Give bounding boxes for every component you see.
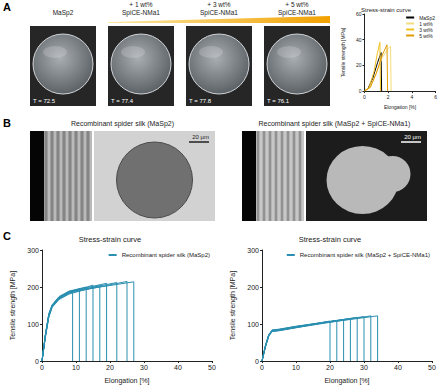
svg-text:+ 1 wt%: + 1 wt% [129,1,153,8]
svg-text:Recombinant spider silk (MaSp2: Recombinant spider silk (MaSp2 + SpiCE-N… [259,120,411,128]
svg-text:20: 20 [356,62,362,68]
svg-text:40: 40 [394,364,402,371]
svg-text:200: 200 [27,284,39,291]
svg-text:T = 77.4: T = 77.4 [111,98,134,104]
svg-text:200: 200 [247,284,259,291]
svg-text:40: 40 [174,364,182,371]
svg-text:2: 2 [387,94,390,100]
svg-text:+ 5 wt%: + 5 wt% [285,1,309,8]
svg-text:50: 50 [428,364,436,371]
svg-text:40: 40 [356,37,362,43]
svg-text:20: 20 [326,364,334,371]
svg-text:20 µm: 20 µm [404,134,421,140]
svg-text:Elongation [%]: Elongation [%] [104,377,149,385]
svg-text:Tensile strength [MPa]: Tensile strength [MPa] [229,271,237,340]
svg-text:100: 100 [247,321,259,328]
svg-text:Stress-strain curve: Stress-strain curve [299,235,362,244]
svg-text:4: 4 [411,94,414,100]
svg-text:Elongation [%]: Elongation [%] [384,104,417,110]
svg-text:0: 0 [359,88,362,94]
svg-text:SpiCE-NMa1: SpiCE-NMa1 [122,9,160,17]
svg-text:20: 20 [106,364,114,371]
svg-text:SpiCE-NMa1: SpiCE-NMa1 [278,9,316,17]
svg-text:Elongation [%]: Elongation [%] [324,377,369,385]
svg-text:3 wt%: 3 wt% [419,26,433,33]
svg-text:Recombinant spider silk (MaSp2: Recombinant spider silk (MaSp2) [122,252,210,258]
svg-text:+ 3 wt%: + 3 wt% [207,1,231,8]
svg-text:Tensile strength [MPa]: Tensile strength [MPa] [9,271,17,340]
svg-text:10: 10 [72,364,80,371]
svg-text:0: 0 [255,358,259,365]
svg-text:T = 72.5: T = 72.5 [33,98,56,104]
svg-text:Recombinant spider silk (MaSp2: Recombinant spider silk (MaSp2 + SpiCE-N… [300,252,430,258]
svg-text:60: 60 [355,11,362,17]
svg-text:MaSp2: MaSp2 [419,14,435,21]
svg-text:Stress-strain curve: Stress-strain curve [79,235,142,244]
svg-text:30: 30 [360,364,368,371]
svg-text:6: 6 [434,94,437,100]
svg-text:T = 77.8: T = 77.8 [189,98,212,104]
svg-text:300: 300 [27,247,39,254]
svg-text:300: 300 [247,247,259,254]
svg-text:0: 0 [40,364,44,371]
svg-text:Recombinant spider silk (MaSp2: Recombinant spider silk (MaSp2) [71,120,174,128]
svg-text:MaSp2: MaSp2 [53,9,74,17]
svg-text:30: 30 [140,364,148,371]
svg-text:5 wt%: 5 wt% [419,33,433,39]
svg-text:20 µm: 20 µm [192,134,209,140]
svg-text:A: A [3,1,11,13]
svg-text:50: 50 [208,364,216,371]
svg-text:0: 0 [260,364,264,371]
svg-text:Stress-strain curve: Stress-strain curve [361,7,412,13]
svg-text:B: B [3,117,11,129]
svg-text:T = 76.1: T = 76.1 [267,98,290,104]
svg-text:0: 0 [363,94,366,100]
svg-text:SpiCE-NMa1: SpiCE-NMa1 [200,9,238,17]
svg-text:10: 10 [292,364,300,371]
svg-text:100: 100 [27,321,39,328]
svg-text:Tensile strength [MPa]: Tensile strength [MPa] [340,27,346,77]
svg-text:C: C [3,230,11,242]
svg-text:0: 0 [35,358,39,365]
svg-text:1 wt%: 1 wt% [419,20,433,27]
